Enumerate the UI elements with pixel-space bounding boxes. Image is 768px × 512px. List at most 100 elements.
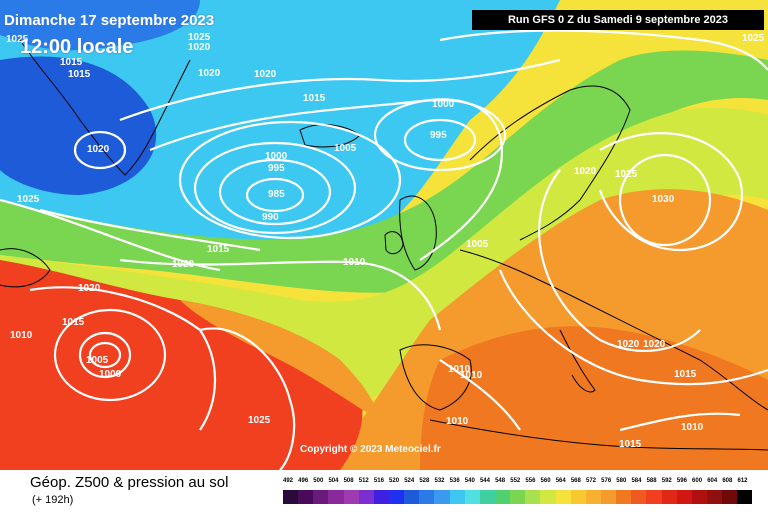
isobar-label: 1005 <box>466 239 489 250</box>
color-legend <box>283 490 753 504</box>
isobar-label: 1015 <box>62 317 85 328</box>
isobar-label: 1020 <box>643 339 666 350</box>
isobar-low2-995 <box>403 118 477 162</box>
isobar-label: 1020 <box>617 339 640 350</box>
isobar-label: 1005 <box>86 355 109 366</box>
isobar-high-1020-greenland <box>73 130 127 170</box>
isobar-label: 1000 <box>265 151 288 162</box>
isobar-label: 1015 <box>207 244 230 255</box>
legend-swatch <box>434 490 450 504</box>
legend-label: 504 <box>328 478 339 484</box>
isobar-label: 1015 <box>619 439 642 450</box>
isobar-label: 1020 <box>574 166 597 177</box>
legend-label: 576 <box>601 478 612 484</box>
isobar-label: 1010 <box>343 257 366 268</box>
legend-label: 564 <box>555 478 566 484</box>
legend-label: 532 <box>434 478 445 484</box>
isobar-label: 1020 <box>172 259 195 270</box>
z500-blue-top <box>0 0 200 51</box>
legend-label: 552 <box>510 478 521 484</box>
legend-label: 544 <box>479 478 490 484</box>
isobar-label: 1010 <box>10 330 33 341</box>
legend-swatch <box>646 490 662 504</box>
isobar-label: 1010 <box>460 370 483 381</box>
iberia-coast <box>399 344 472 411</box>
legend-label: 508 <box>343 478 354 484</box>
legend-swatch <box>722 490 738 504</box>
isobars <box>0 29 768 470</box>
isobar-label: 1005 <box>334 143 357 154</box>
legend-swatch <box>570 490 586 504</box>
isobar-label: 1025 <box>6 34 29 45</box>
isobar-label: 1020 <box>188 42 211 53</box>
legend-label: 556 <box>525 478 536 484</box>
legend-label: 612 <box>737 478 748 484</box>
z500-orange-atlantic-edge <box>180 300 380 420</box>
isobar-high-1005 <box>88 341 122 369</box>
europe-coast <box>459 249 768 411</box>
isobar-label: 995 <box>268 163 285 174</box>
isobar-label: 1025 <box>615 169 638 180</box>
legend-swatch <box>631 490 647 504</box>
newfoundland-coast <box>0 248 51 288</box>
isobar-label: 995 <box>430 130 447 141</box>
model-run-title: Run GFS 0 Z du Samedi 9 septembre 2023 <box>472 10 764 30</box>
isobar-1015-europe <box>498 269 768 386</box>
legend-label: 596 <box>676 478 687 484</box>
legend-swatch <box>616 490 632 504</box>
north-africa-coast <box>429 419 768 451</box>
isobar-1005 <box>149 98 503 261</box>
legend-label: 604 <box>707 478 718 484</box>
isobar-1025-atlantic <box>199 327 296 470</box>
legend-swatch <box>737 490 753 504</box>
isobar-label: 1000 <box>432 99 455 110</box>
legend-label: 528 <box>419 478 430 484</box>
scandinavia-coast <box>469 85 631 241</box>
isobar-label: 1020 <box>87 144 110 155</box>
isobar-label: 1025 <box>248 415 271 426</box>
isobar-label: 1015 <box>674 369 697 380</box>
forecast-lead-time: (+ 192h) <box>32 494 74 506</box>
isobar-label: 1000 <box>99 369 122 380</box>
legend-label: 520 <box>389 478 400 484</box>
isobar-label: 1010 <box>446 416 469 427</box>
italy-coast <box>559 329 596 393</box>
map-variable-title: Géop. Z500 & pression au sol <box>30 474 229 491</box>
isobar-1010-med <box>439 359 521 431</box>
isobar-labels: 1025 1020 1015 1015 1020 1020 1020 1015 … <box>6 32 765 450</box>
legend-swatch <box>313 490 329 504</box>
forecast-date-title: Dimanche 17 septembre 2023 <box>4 12 215 29</box>
legend-swatch <box>555 490 571 504</box>
copyright-text: Copyright © 2023 Meteociel.fr <box>300 444 441 455</box>
legend-label: 492 <box>283 478 294 484</box>
legend-swatch <box>600 490 617 504</box>
isobar-label: 1010 <box>448 364 471 375</box>
legend-swatch <box>525 490 541 504</box>
legend-label: 516 <box>373 478 384 484</box>
legend-label: 536 <box>449 478 460 484</box>
isobar-low-995 <box>193 141 357 235</box>
legend-label: 572 <box>586 478 597 484</box>
isobar-label: 1010 <box>681 422 704 433</box>
legend-swatch <box>494 490 511 504</box>
legend-swatch <box>358 490 374 504</box>
isobar-1025-scand <box>598 132 743 252</box>
isobar-label: 985 <box>268 189 285 200</box>
isobar-label: 1020 <box>198 68 221 79</box>
z500-deep-blue-region <box>0 56 157 196</box>
legend-label: 548 <box>495 478 506 484</box>
ireland-coast <box>384 231 404 255</box>
legend-swatch <box>283 490 299 504</box>
legend-swatch <box>328 490 344 504</box>
isobar-1015-east <box>619 412 741 432</box>
legend-labels: 492 496 500 504 508 512 516 520 524 528 532 536 540 5… <box>283 478 753 488</box>
legend-swatch <box>449 490 465 504</box>
isobar-high-1010 <box>78 331 132 379</box>
map-footer: Géop. Z500 & pression au sol (+ 192h) 49… <box>0 470 768 512</box>
legend-swatch <box>540 490 556 504</box>
isobar-label: 1015 <box>68 69 91 80</box>
legend-label: 568 <box>570 478 581 484</box>
isobar-1015-south <box>39 208 261 252</box>
legend-swatch <box>479 490 495 504</box>
legend-swatch <box>343 490 359 504</box>
